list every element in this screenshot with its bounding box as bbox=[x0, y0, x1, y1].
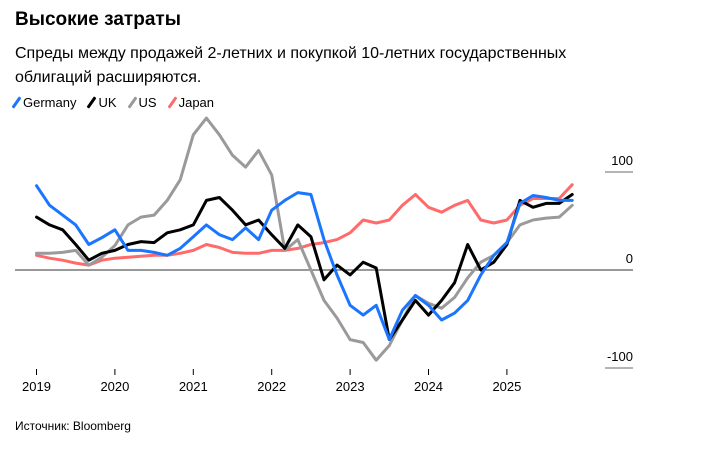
x-tick-label: 2020 bbox=[100, 379, 129, 394]
legend-label: UK bbox=[98, 95, 117, 110]
x-tick-label: 2022 bbox=[257, 379, 286, 394]
source-note: Источник: Bloomberg bbox=[15, 419, 131, 433]
legend-item-us: US bbox=[127, 95, 157, 110]
legend-label: US bbox=[138, 95, 157, 110]
series-line-us bbox=[35, 116, 574, 362]
chart-subtitle: Спреды между продажей 2-летних и покупко… bbox=[15, 45, 567, 86]
legend: Germany UK US Japan bbox=[11, 95, 215, 110]
y-tick-label: 100 bbox=[611, 153, 633, 168]
legend-label: Germany bbox=[23, 95, 77, 110]
y-tick-label: -100 bbox=[607, 349, 633, 364]
legend-item-uk: UK bbox=[87, 95, 117, 110]
y-tick-label: 0 bbox=[626, 251, 633, 266]
x-tick-label: 2021 bbox=[179, 379, 208, 394]
series-line-uk bbox=[35, 193, 574, 342]
x-tick-label: 2025 bbox=[492, 379, 521, 394]
x-tick-label: 2019 bbox=[22, 379, 51, 394]
chart-title: Высокие затраты bbox=[15, 9, 181, 30]
legend-label: Japan bbox=[178, 95, 215, 110]
legend-item-japan: Japan bbox=[167, 95, 215, 110]
series-line-germany bbox=[35, 184, 574, 342]
legend-item-germany: Germany bbox=[11, 95, 77, 110]
series-line-japan bbox=[35, 183, 574, 267]
x-tick-label: 2024 bbox=[414, 379, 443, 394]
x-tick-label: 2023 bbox=[336, 379, 365, 394]
